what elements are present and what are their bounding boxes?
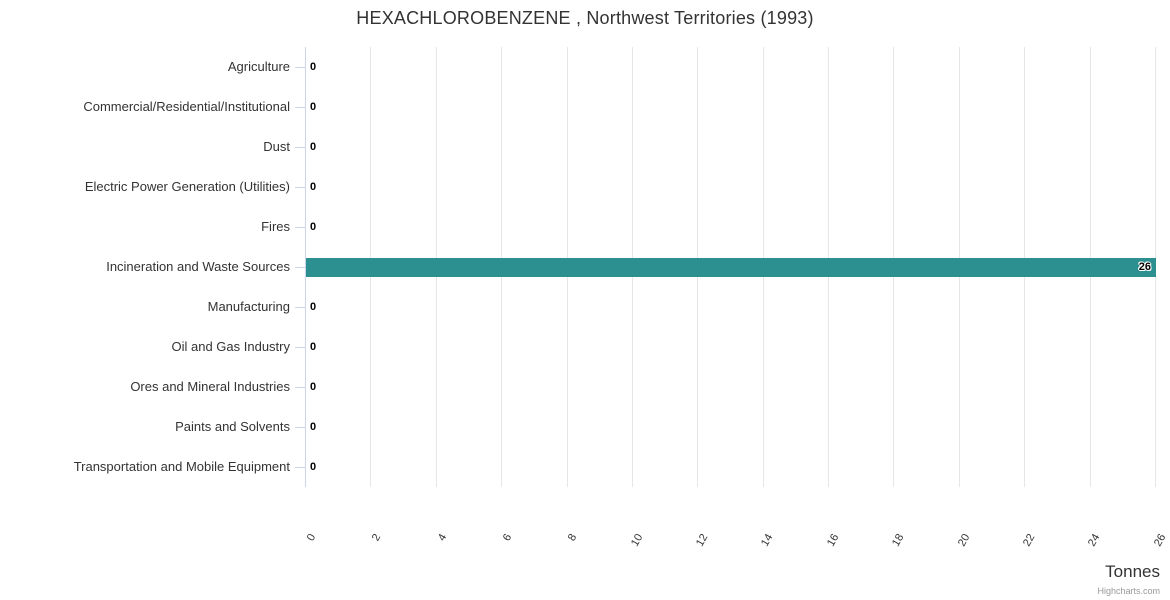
value-axis-tick-label: 20 [955, 532, 973, 549]
value-axis-tick-label: 12 [693, 532, 711, 549]
category-label: Commercial/Residential/Institutional [83, 99, 290, 114]
chart-title: HEXACHLOROBENZENE , Northwest Territorie… [356, 8, 814, 28]
category-tick [295, 467, 305, 468]
category-axis-line [305, 47, 306, 487]
value-axis-tick-label: 26 [1151, 532, 1169, 549]
bar-data-label: 26 [1138, 261, 1151, 273]
category-label: Dust [263, 139, 290, 154]
bar-data-label: 0 [310, 61, 317, 73]
bar-data-label: 0 [310, 341, 317, 353]
category-tick [295, 387, 305, 388]
category-tick [295, 347, 305, 348]
value-axis-tick-label: 4 [435, 532, 449, 544]
bar-data-label: 0 [310, 301, 317, 313]
bar-data-label: 0 [310, 421, 317, 433]
category-label: Transportation and Mobile Equipment [73, 459, 290, 474]
bar-data-label: 0 [310, 181, 317, 193]
value-axis-tick-label: 8 [566, 532, 580, 544]
category-label: Manufacturing [207, 299, 290, 314]
category-label: Oil and Gas Industry [171, 339, 291, 354]
category-tick [295, 187, 305, 188]
category-label: Fires [261, 219, 290, 234]
bar[interactable]: 26 [306, 257, 1156, 277]
category-tick [295, 147, 305, 148]
highcharts-credit-link[interactable]: Highcharts.com [1097, 586, 1160, 596]
category-label: Paints and Solvents [175, 419, 290, 434]
category-tick [295, 107, 305, 108]
category-label: Incineration and Waste Sources [106, 259, 290, 274]
bar-data-label: 0 [310, 221, 317, 233]
value-axis-tick-label: 0 [304, 532, 319, 544]
value-axis-tick-label: 22 [1020, 532, 1038, 549]
bar-data-label: 0 [310, 101, 317, 113]
category-tick [295, 227, 305, 228]
category-label: Ores and Mineral Industries [130, 379, 290, 394]
bar-data-label: 0 [310, 461, 317, 473]
category-tick [295, 267, 305, 268]
x-axis-title: Tonnes [1105, 562, 1160, 581]
category-label: Agriculture [227, 59, 290, 74]
value-axis-tick-label: 14 [759, 532, 776, 549]
category-tick [295, 307, 305, 308]
category-tick [295, 427, 305, 428]
value-axis-tick-label: 24 [1086, 532, 1103, 549]
bar-data-label: 0 [310, 141, 317, 153]
category-tick [295, 67, 305, 68]
bar-data-label: 0 [310, 381, 317, 393]
category-label: Electric Power Generation (Utilities) [84, 179, 290, 194]
value-axis-tick-label: 18 [890, 532, 907, 549]
value-axis-tick-label: 6 [500, 532, 515, 544]
value-axis-tick-label: 2 [370, 532, 384, 544]
value-axis-tick-label: 10 [628, 532, 646, 549]
value-axis-tick-label: 16 [824, 532, 842, 549]
